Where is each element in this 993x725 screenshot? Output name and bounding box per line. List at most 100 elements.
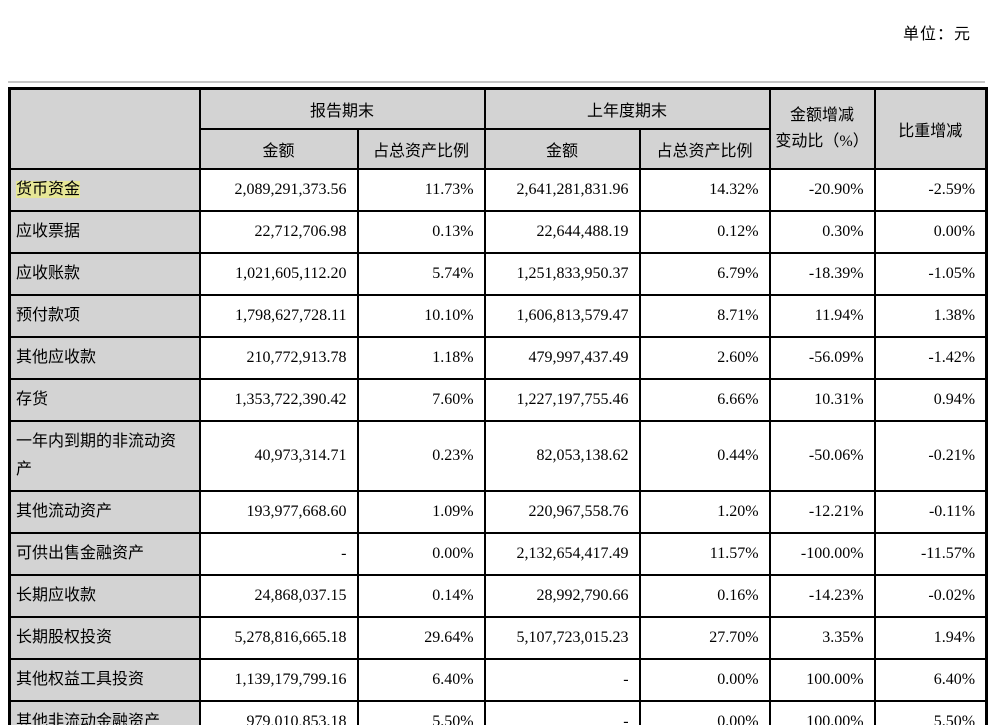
amount-prev-cell: 2,641,281,831.96 bbox=[483, 168, 641, 212]
row-label-cell: 其他流动资产 bbox=[8, 490, 201, 534]
row-label-text: 存货 bbox=[16, 391, 49, 408]
proportion-change-cell: -0.21% bbox=[873, 420, 988, 492]
row-label-text: 长期股权投资 bbox=[16, 629, 113, 646]
proportion-change-cell: 5.50% bbox=[873, 700, 988, 725]
row-label-cell: 一年内到期的非流动资产 bbox=[8, 420, 201, 492]
pct-prev-cell: 1.20% bbox=[638, 490, 771, 534]
row-label-cell: 预付款项 bbox=[8, 294, 201, 338]
row-label-cell: 其他非流动金融资产 bbox=[8, 700, 201, 725]
amount-change-cell: -100.00% bbox=[768, 532, 876, 576]
amount-now-cell: 1,021,605,112.20 bbox=[198, 252, 359, 296]
pct-now-header: 占总资产比例 bbox=[356, 128, 486, 170]
row-label-text: 其他流动资产 bbox=[16, 503, 113, 520]
amount-prev-header: 金额 bbox=[483, 128, 641, 170]
pct-now-cell: 6.40% bbox=[356, 658, 486, 702]
proportion-change-cell: 1.94% bbox=[873, 616, 988, 660]
pct-now-cell: 1.18% bbox=[356, 336, 486, 380]
pct-now-cell: 5.74% bbox=[356, 252, 486, 296]
amount-change-cell: 0.30% bbox=[768, 210, 876, 254]
row-label-text: 应收账款 bbox=[16, 265, 81, 282]
amount-prev-cell: 1,251,833,950.37 bbox=[483, 252, 641, 296]
amount-now-cell: 1,353,722,390.42 bbox=[198, 378, 359, 422]
pct-now-cell: 0.13% bbox=[356, 210, 486, 254]
pct-prev-cell: 0.44% bbox=[638, 420, 771, 492]
row-label-cell: 应收票据 bbox=[8, 210, 201, 254]
row-label-text: 长期应收款 bbox=[16, 587, 97, 604]
table-row: 一年内到期的非流动资产 40,973,314.71 0.23% 82,053,1… bbox=[8, 420, 988, 492]
pct-now-cell: 29.64% bbox=[356, 616, 486, 660]
pct-prev-cell: 14.32% bbox=[638, 168, 771, 212]
amount-change-cell: 100.00% bbox=[768, 700, 876, 725]
row-label-text: 一年内到期的非流动资产 bbox=[16, 433, 177, 478]
pct-now-cell: 0.14% bbox=[356, 574, 486, 618]
amount-prev-cell: - bbox=[483, 658, 641, 702]
pct-prev-cell: 0.16% bbox=[638, 574, 771, 618]
asset-composition-table: 报告期末 上年度期末 金额增减 变动比（%） 比重增减 金额 占总资产比例 金额… bbox=[8, 87, 989, 725]
pct-prev-cell: 0.00% bbox=[638, 700, 771, 725]
amount-change-header: 金额增减 变动比（%） bbox=[768, 87, 876, 170]
proportion-change-cell: -1.05% bbox=[873, 252, 988, 296]
table-row: 其他流动资产 193,977,668.60 1.09% 220,967,558.… bbox=[8, 490, 988, 534]
amount-now-cell: 24,868,037.15 bbox=[198, 574, 359, 618]
amount-change-cell: -18.39% bbox=[768, 252, 876, 296]
pct-prev-cell: 8.71% bbox=[638, 294, 771, 338]
table-row: 可供出售金融资产 - 0.00% 2,132,654,417.49 11.57%… bbox=[8, 532, 988, 576]
amount-change-cell: -14.23% bbox=[768, 574, 876, 618]
amount-prev-cell: 82,053,138.62 bbox=[483, 420, 641, 492]
amount-change-cell: 3.35% bbox=[768, 616, 876, 660]
proportion-change-cell: -1.42% bbox=[873, 336, 988, 380]
amount-now-cell: 210,772,913.78 bbox=[198, 336, 359, 380]
pct-now-cell: 7.60% bbox=[356, 378, 486, 422]
pct-now-cell: 0.00% bbox=[356, 532, 486, 576]
report-period-header: 报告期末 bbox=[198, 87, 486, 130]
table-row: 其他应收款 210,772,913.78 1.18% 479,997,437.4… bbox=[8, 336, 988, 380]
row-label-cell: 应收账款 bbox=[8, 252, 201, 296]
table-row: 其他非流动金融资产 979,010,853.18 5.50% - 0.00% 1… bbox=[8, 700, 988, 725]
amount-change-cell: 100.00% bbox=[768, 658, 876, 702]
table-row: 应收账款 1,021,605,112.20 5.74% 1,251,833,95… bbox=[8, 252, 988, 296]
amount-prev-cell: 1,227,197,755.46 bbox=[483, 378, 641, 422]
pct-now-cell: 1.09% bbox=[356, 490, 486, 534]
amount-change-cell: -56.09% bbox=[768, 336, 876, 380]
proportion-change-cell: 0.00% bbox=[873, 210, 988, 254]
table-body: 货币资金 2,089,291,373.56 11.73% 2,641,281,8… bbox=[8, 168, 988, 725]
proportion-change-cell: -0.11% bbox=[873, 490, 988, 534]
amount-prev-cell: 1,606,813,579.47 bbox=[483, 294, 641, 338]
amount-now-cell: 22,712,706.98 bbox=[198, 210, 359, 254]
row-label-text: 可供出售金融资产 bbox=[16, 545, 145, 562]
row-label-cell: 货币资金 bbox=[8, 168, 201, 212]
prev-period-header: 上年度期末 bbox=[483, 87, 771, 130]
row-label-cell: 长期应收款 bbox=[8, 574, 201, 618]
pct-prev-cell: 2.60% bbox=[638, 336, 771, 380]
amount-now-cell: 5,278,816,665.18 bbox=[198, 616, 359, 660]
proportion-change-cell: -2.59% bbox=[873, 168, 988, 212]
pct-prev-cell: 11.57% bbox=[638, 532, 771, 576]
amount-change-cell: -50.06% bbox=[768, 420, 876, 492]
pct-prev-cell: 6.79% bbox=[638, 252, 771, 296]
proportion-change-cell: 0.94% bbox=[873, 378, 988, 422]
row-label-text: 货币资金 bbox=[16, 181, 81, 198]
table-row: 货币资金 2,089,291,373.56 11.73% 2,641,281,8… bbox=[8, 168, 988, 212]
amount-now-cell: - bbox=[198, 532, 359, 576]
amount-now-cell: 2,089,291,373.56 bbox=[198, 168, 359, 212]
pct-now-cell: 5.50% bbox=[356, 700, 486, 725]
divider-line bbox=[8, 81, 985, 83]
row-label-cell: 其他应收款 bbox=[8, 336, 201, 380]
amount-now-header: 金额 bbox=[198, 128, 359, 170]
table-row: 预付款项 1,798,627,728.11 10.10% 1,606,813,5… bbox=[8, 294, 988, 338]
corner-header-cell bbox=[8, 87, 201, 170]
proportion-change-cell: -11.57% bbox=[873, 532, 988, 576]
pct-prev-header: 占总资产比例 bbox=[638, 128, 771, 170]
pct-now-cell: 0.23% bbox=[356, 420, 486, 492]
pct-prev-cell: 0.12% bbox=[638, 210, 771, 254]
proportion-change-cell: -0.02% bbox=[873, 574, 988, 618]
table-row: 应收票据 22,712,706.98 0.13% 22,644,488.19 0… bbox=[8, 210, 988, 254]
amount-prev-cell: 28,992,790.66 bbox=[483, 574, 641, 618]
amount-prev-cell: 5,107,723,015.23 bbox=[483, 616, 641, 660]
pct-prev-cell: 27.70% bbox=[638, 616, 771, 660]
amount-now-cell: 979,010,853.18 bbox=[198, 700, 359, 725]
amount-change-cell: 11.94% bbox=[768, 294, 876, 338]
row-label-text: 其他权益工具投资 bbox=[16, 671, 145, 688]
pct-prev-cell: 0.00% bbox=[638, 658, 771, 702]
row-label-text: 预付款项 bbox=[16, 307, 81, 324]
